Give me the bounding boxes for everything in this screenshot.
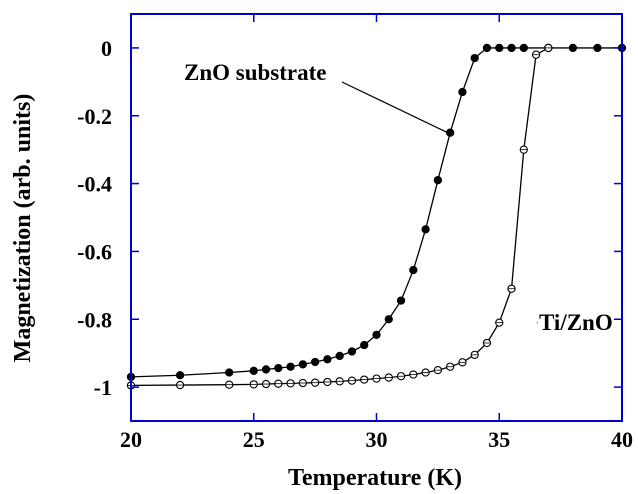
x-tick-label: 30 (366, 427, 388, 452)
data-point-zno-substrate (175, 371, 185, 380)
data-point-zno-substrate (225, 368, 234, 377)
data-point-zno-substrate (310, 357, 320, 367)
y-tick-label: -0.2 (77, 104, 112, 129)
data-point-zno-substrate (360, 340, 369, 350)
data-point-zno-substrate (249, 366, 258, 375)
series-line-ti-zno (130, 47, 549, 387)
data-point-zno-substrate (396, 296, 406, 305)
annotation-zno-substrate: ZnO substrate (184, 60, 327, 85)
data-point-zno-substrate (286, 362, 295, 371)
plot-frame (130, 13, 623, 422)
data-point-zno-substrate (261, 365, 271, 374)
data-point-zno-substrate (421, 225, 430, 234)
data-point-zno-substrate (568, 43, 578, 53)
data-point-zno-substrate (335, 351, 344, 361)
annotation-ti-zno: Ti/ZnO (539, 310, 613, 335)
y-tick-label: -0.4 (77, 172, 112, 197)
x-axis-title: Temperature (K) (288, 465, 462, 491)
data-point-zno-substrate (409, 265, 418, 275)
x-tick-label: 25 (243, 427, 265, 452)
y-tick-label: 0 (101, 36, 112, 61)
y-axis-title: Magnetization (arb. units) (10, 94, 36, 363)
data-point-zno-substrate (323, 355, 332, 364)
data-point-zno-substrate (458, 87, 467, 97)
data-point-zno-substrate (384, 315, 393, 324)
data-point-zno-substrate (298, 360, 307, 369)
x-tick-label: 40 (611, 427, 633, 452)
data-point-zno-substrate (347, 347, 357, 356)
data-point-zno-substrate (433, 176, 443, 185)
x-tick-label: 35 (488, 427, 510, 452)
y-tick-label: -1 (94, 375, 112, 400)
data-point-zno-substrate (274, 363, 283, 373)
x-tick-label: 20 (120, 427, 142, 452)
data-point-zno-substrate (495, 43, 504, 53)
data-point-zno-substrate (372, 330, 381, 340)
data-point-zno-substrate (507, 43, 516, 53)
data-point-zno-substrate (593, 43, 602, 53)
data-point-zno-substrate (519, 43, 528, 53)
y-tick-label: -0.8 (77, 307, 112, 332)
data-point-zno-substrate (482, 43, 492, 53)
data-point-zno-substrate (470, 53, 479, 63)
y-tick-label: -0.6 (77, 239, 112, 264)
annotation-leader-zno-substrate (341, 81, 448, 134)
